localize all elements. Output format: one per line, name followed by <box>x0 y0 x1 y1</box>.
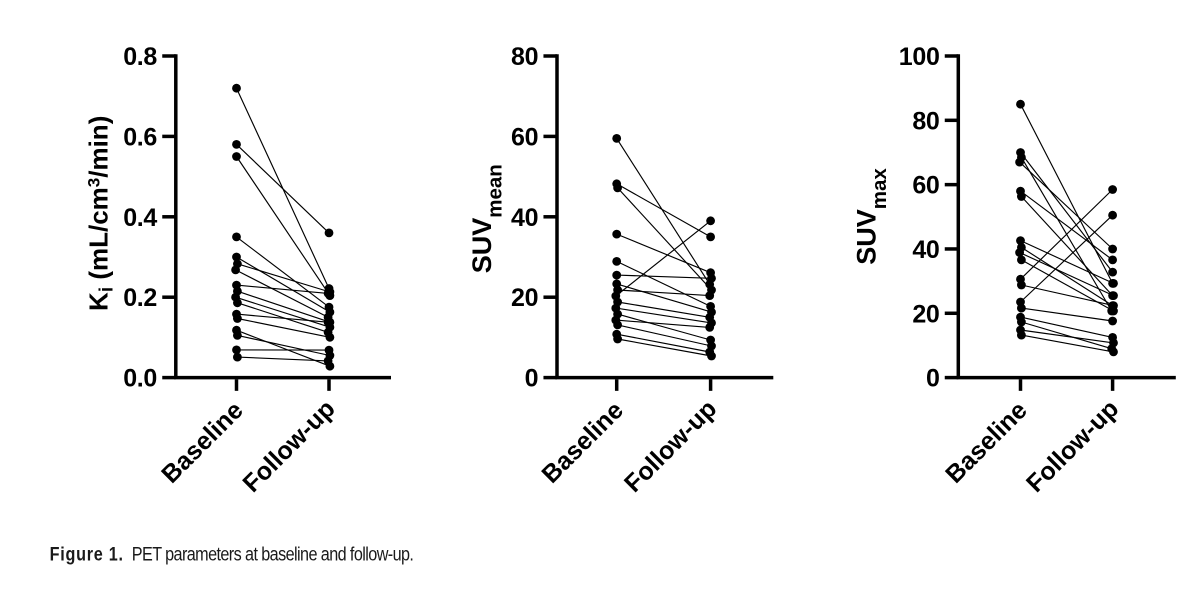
svg-text:0.2: 0.2 <box>123 284 157 312</box>
svg-text:0: 0 <box>926 365 940 393</box>
svg-text:40: 40 <box>511 204 538 232</box>
svg-text:0.8: 0.8 <box>123 43 157 71</box>
svg-text:80: 80 <box>912 107 939 135</box>
svg-text:0.6: 0.6 <box>123 123 157 151</box>
svg-text:80: 80 <box>511 43 538 71</box>
svg-text:60: 60 <box>912 172 939 200</box>
svg-text:100: 100 <box>899 43 940 71</box>
svg-text:20: 20 <box>511 284 538 312</box>
svg-text:0.0: 0.0 <box>123 365 157 393</box>
svg-text:0.4: 0.4 <box>123 204 157 232</box>
svg-text:60: 60 <box>511 123 538 151</box>
svg-text:20: 20 <box>912 300 939 328</box>
svg-text:0: 0 <box>525 365 539 393</box>
svg-text:Figure 1. PET parameters at ba: Figure 1. PET parameters at baseline and… <box>50 543 414 565</box>
svg-text:40: 40 <box>912 236 939 264</box>
svg-text:Ki (mL/cm3/min): Ki (mL/cm3/min) <box>84 116 118 311</box>
